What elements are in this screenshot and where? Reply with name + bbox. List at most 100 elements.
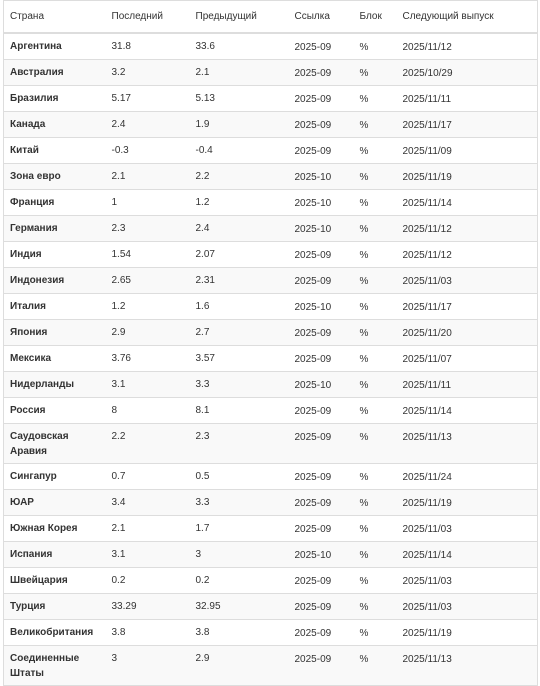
last-value-cell: 31.8 xyxy=(105,32,190,59)
reference-period-cell: 2025-09 xyxy=(288,84,354,111)
reference-period-cell: 2025-09 xyxy=(288,644,354,685)
column-header-unit[interactable]: Блок xyxy=(353,0,397,34)
table-row[interactable]: Соединенные Штаты 3 2.9 2025-09% 2025/11/13 xyxy=(3,644,538,685)
table-row[interactable]: Россия 8 8.1 2025-09% 2025/11/14 xyxy=(3,396,538,423)
country-cell[interactable]: Мексика xyxy=(3,344,106,371)
next-release-cell: 2025/11/19 xyxy=(396,162,538,189)
unit-cell: % xyxy=(353,214,397,241)
table-row[interactable]: Япония 2.9 2.7 2025-09% 2025/11/20 xyxy=(3,318,538,345)
table-row[interactable]: Австралия 3.2 2.1 2025-09% 2025/10/29 xyxy=(3,58,538,85)
previous-value-cell: 3.57 xyxy=(189,344,289,371)
table-row[interactable]: Саудовская Аравия 2.2 2.3 2025-09% 2025/11/1… xyxy=(3,422,538,463)
last-value-cell: 1 xyxy=(105,188,190,215)
reference-period-cell: 2025-09 xyxy=(288,318,354,345)
column-header-reference[interactable]: Ссылка xyxy=(288,0,354,34)
country-cell[interactable]: Германия xyxy=(3,214,106,241)
unit-cell: % xyxy=(353,540,397,567)
last-value-cell: 2.65 xyxy=(105,266,190,293)
table-row[interactable]: ЮАР 3.4 3.3 2025-09% 2025/11/19 xyxy=(3,488,538,515)
reference-period-cell: 2025-09 xyxy=(288,344,354,371)
column-header-previous[interactable]: Предыдущий xyxy=(189,0,289,34)
country-cell[interactable]: Саудовская Аравия xyxy=(3,422,106,463)
unit-cell: % xyxy=(353,488,397,515)
country-cell[interactable]: Индонезия xyxy=(3,266,106,293)
table-row[interactable]: Турция 33.29 32.95 2025-09% 2025/11/03 xyxy=(3,592,538,619)
reference-period-cell: 2025-09 xyxy=(288,110,354,137)
country-cell[interactable]: Япония xyxy=(3,318,106,345)
table-row[interactable]: Мексика 3.76 3.57 2025-09% 2025/11/07 xyxy=(3,344,538,371)
reference-period-cell: 2025-09 xyxy=(288,592,354,619)
last-value-cell: 2.1 xyxy=(105,162,190,189)
reference-period-cell: 2025-09 xyxy=(288,462,354,489)
table-row[interactable]: Индонезия 2.65 2.31 2025-09% 2025/11/03 xyxy=(3,266,538,293)
country-cell[interactable]: Сингапур xyxy=(3,462,106,489)
table-row[interactable]: Бразилия 5.17 5.13 2025-09% 2025/11/11 xyxy=(3,84,538,111)
country-cell[interactable]: Россия xyxy=(3,396,106,423)
table-row[interactable]: Канада 2.4 1.9 2025-09% 2025/11/17 xyxy=(3,110,538,137)
reference-period-cell: 2025-09 xyxy=(288,514,354,541)
previous-value-cell: 2.31 xyxy=(189,266,289,293)
unit-cell: % xyxy=(353,592,397,619)
next-release-cell: 2025/11/17 xyxy=(396,110,538,137)
unit-cell: % xyxy=(353,462,397,489)
country-cell[interactable]: Зона евро xyxy=(3,162,106,189)
country-cell[interactable]: Турция xyxy=(3,592,106,619)
table-row[interactable]: Аргентина 31.8 33.6 2025-09% 2025/11/12 xyxy=(3,32,538,59)
country-cell[interactable]: Италия xyxy=(3,292,106,319)
table-row[interactable]: Германия 2.3 2.4 2025-10% 2025/11/12 xyxy=(3,214,538,241)
next-release-cell: 2025/11/14 xyxy=(396,396,538,423)
previous-value-cell: 2.9 xyxy=(189,644,289,685)
last-value-cell: 2.9 xyxy=(105,318,190,345)
table-row[interactable]: Китай -0.3 -0.4 2025-09% 2025/11/09 xyxy=(3,136,538,163)
last-value-cell: -0.3 xyxy=(105,136,190,163)
country-cell[interactable]: Соединенные Штаты xyxy=(3,644,106,685)
last-value-cell: 2.2 xyxy=(105,422,190,463)
country-cell[interactable]: Индия xyxy=(3,240,106,267)
last-value-cell: 1.54 xyxy=(105,240,190,267)
country-cell[interactable]: ЮАР xyxy=(3,488,106,515)
country-cell[interactable]: Швейцария xyxy=(3,566,106,593)
last-value-cell: 2.1 xyxy=(105,514,190,541)
unit-cell: % xyxy=(353,162,397,189)
reference-period-cell: 2025-09 xyxy=(288,32,354,59)
table-row[interactable]: Сингапур 0.7 0.5 2025-09% 2025/11/24 xyxy=(3,462,538,489)
next-release-cell: 2025/11/03 xyxy=(396,592,538,619)
previous-value-cell: 33.6 xyxy=(189,32,289,59)
column-header-next-release[interactable]: Следующий выпуск xyxy=(396,0,538,34)
country-cell[interactable]: Испания xyxy=(3,540,106,567)
reference-period-cell: 2025-09 xyxy=(288,488,354,515)
table-row[interactable]: Италия 1.2 1.6 2025-10% 2025/11/17 xyxy=(3,292,538,319)
table-row[interactable]: Швейцария 0.2 0.2 2025-09% 2025/11/03 xyxy=(3,566,538,593)
last-value-cell: 0.7 xyxy=(105,462,190,489)
table-row[interactable]: Зона евро 2.1 2.2 2025-10% 2025/11/19 xyxy=(3,162,538,189)
table-row[interactable]: Испания 3.1 3 2025-10% 2025/11/14 xyxy=(3,540,538,567)
last-value-cell: 3.1 xyxy=(105,370,190,397)
country-cell[interactable]: Китай xyxy=(3,136,106,163)
next-release-cell: 2025/11/03 xyxy=(396,514,538,541)
country-cell[interactable]: Бразилия xyxy=(3,84,106,111)
table-row[interactable]: Индия 1.54 2.07 2025-09% 2025/11/12 xyxy=(3,240,538,267)
next-release-cell: 2025/11/24 xyxy=(396,462,538,489)
country-cell[interactable]: Австралия xyxy=(3,58,106,85)
last-value-cell: 0.2 xyxy=(105,566,190,593)
column-header-last[interactable]: Последний xyxy=(105,0,190,34)
next-release-cell: 2025/11/09 xyxy=(396,136,538,163)
column-header-country[interactable]: Страна xyxy=(3,0,106,34)
unit-cell: % xyxy=(353,344,397,371)
previous-value-cell: 3.3 xyxy=(189,488,289,515)
previous-value-cell: 2.1 xyxy=(189,58,289,85)
country-cell[interactable]: Аргентина xyxy=(3,32,106,59)
unit-cell: % xyxy=(353,396,397,423)
country-cell[interactable]: Нидерланды xyxy=(3,370,106,397)
country-cell[interactable]: Южная Корея xyxy=(3,514,106,541)
table-row[interactable]: Франция 1 1.2 2025-10% 2025/11/14 xyxy=(3,188,538,215)
country-cell[interactable]: Франция xyxy=(3,188,106,215)
table-row[interactable]: Великобритания 3.8 3.8 2025-09% 2025/11/19 xyxy=(3,618,538,645)
unit-cell: % xyxy=(353,58,397,85)
next-release-cell: 2025/11/20 xyxy=(396,318,538,345)
country-cell[interactable]: Великобритания xyxy=(3,618,106,645)
table-row[interactable]: Нидерланды 3.1 3.3 2025-10% 2025/11/11 xyxy=(3,370,538,397)
table-header: Страна Последний Предыдущий Ссылка Блок … xyxy=(3,0,538,34)
table-row[interactable]: Южная Корея 2.1 1.7 2025-09% 2025/11/03 xyxy=(3,514,538,541)
country-cell[interactable]: Канада xyxy=(3,110,106,137)
